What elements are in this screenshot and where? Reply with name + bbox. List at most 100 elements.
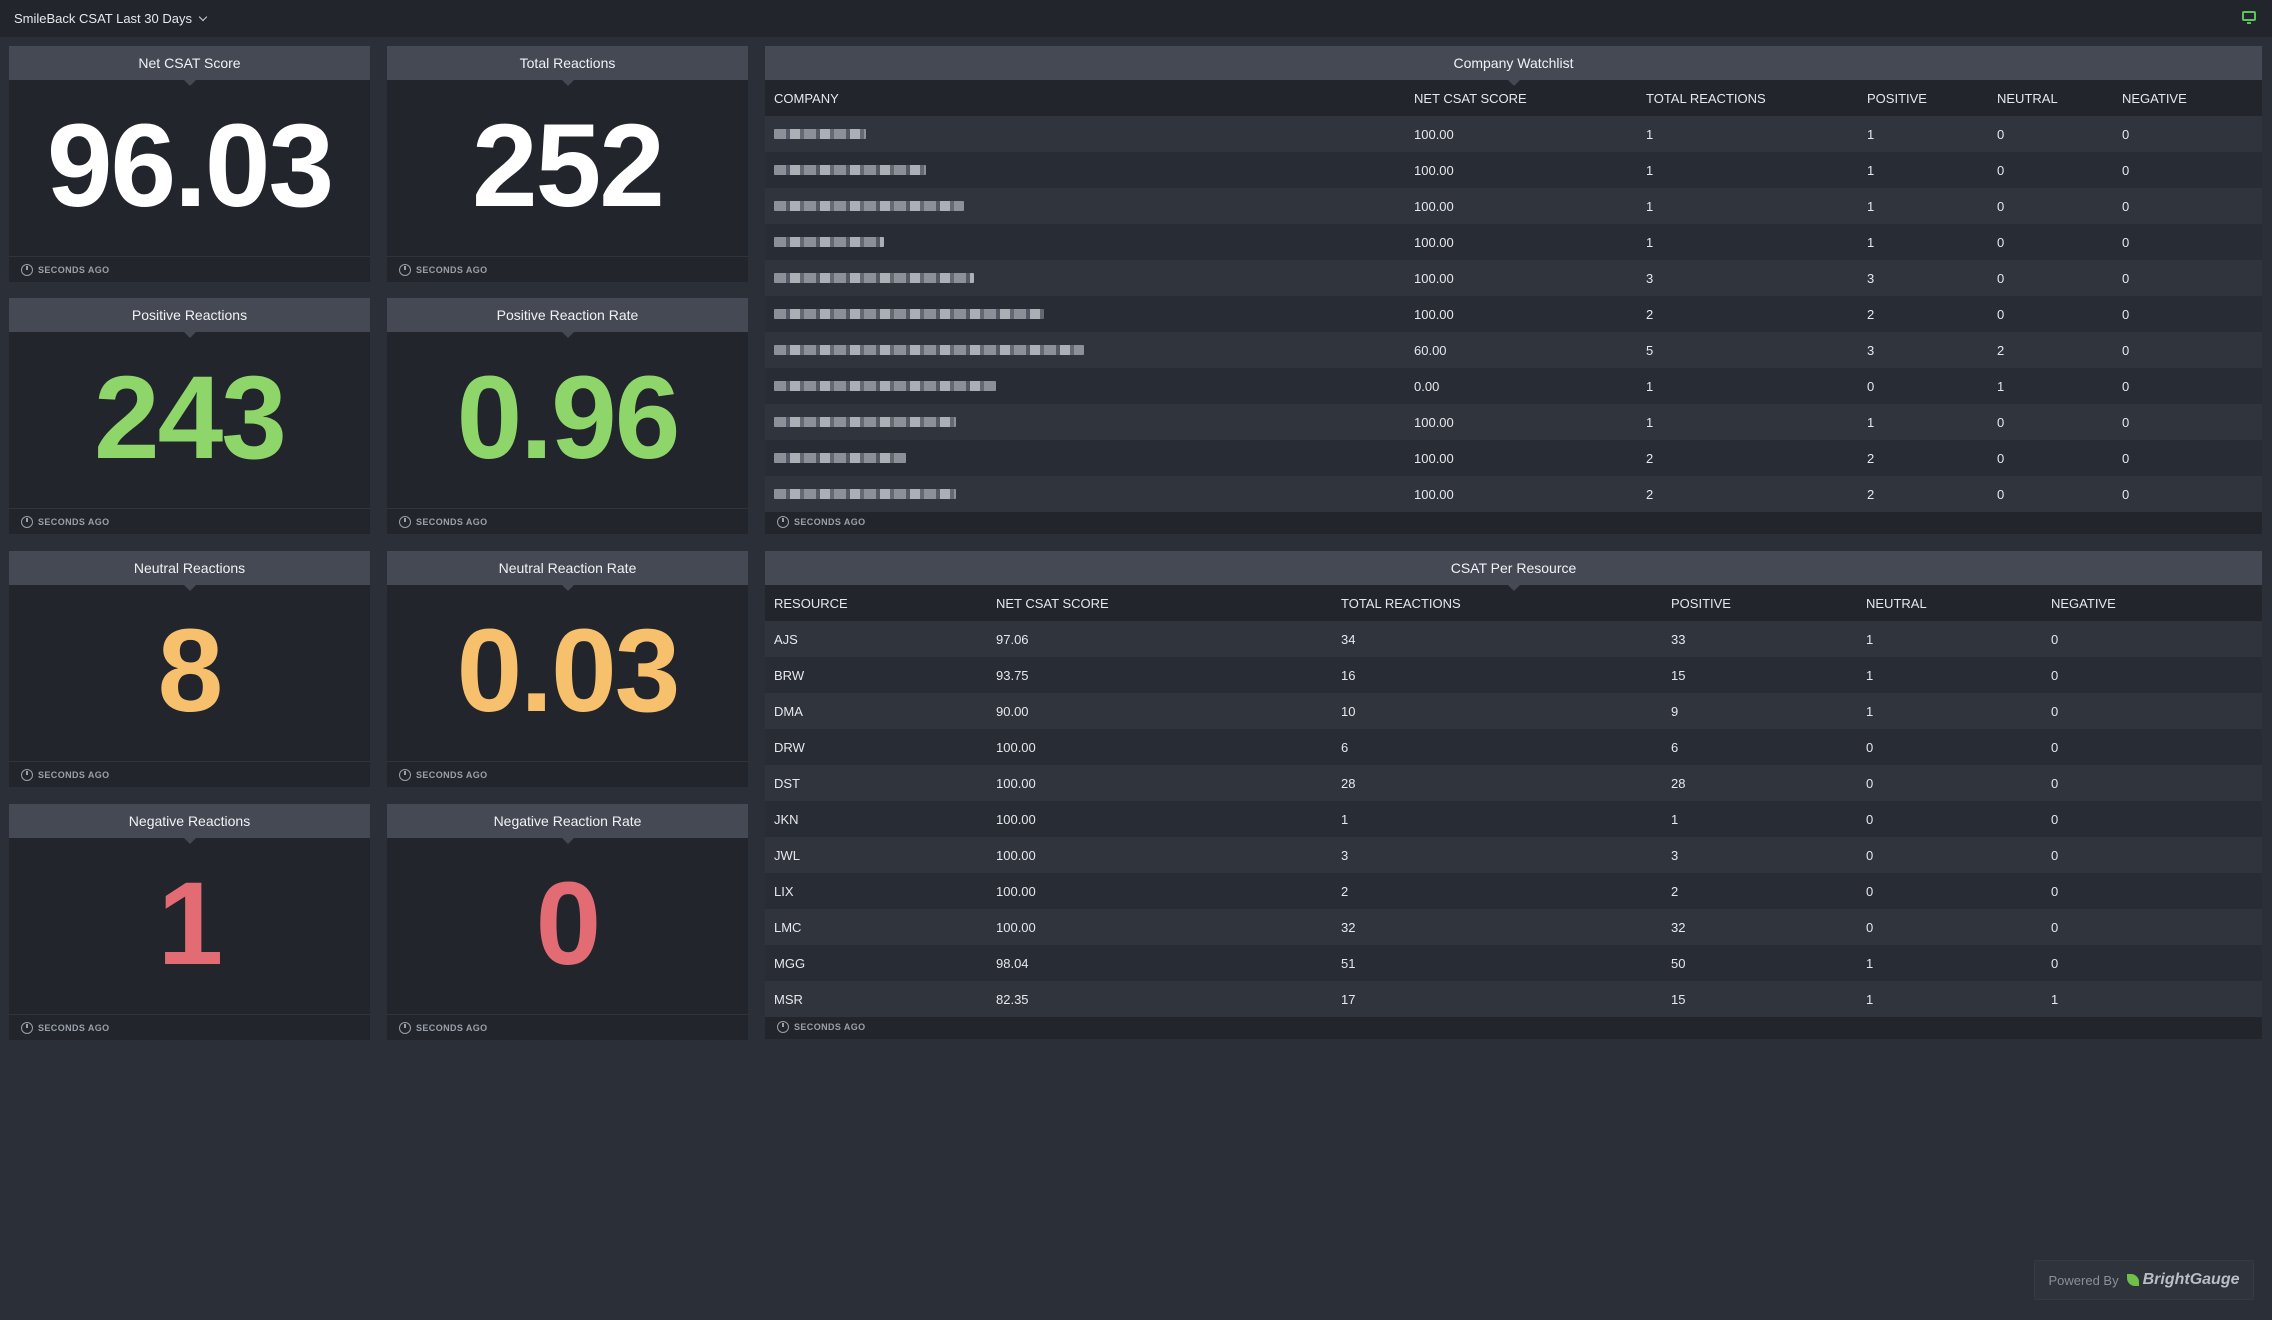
tile-title: Negative Reactions [9,804,370,844]
cell: 2 [1637,296,1858,332]
redacted-name [774,236,884,247]
cell: 6 [1332,729,1662,765]
cell: 0 [1857,729,2042,765]
cell: 1 [1858,188,1988,224]
col-header[interactable]: POSITIVE [1867,90,1927,106]
cell: 100.00 [1405,440,1637,476]
company-cell [765,296,1405,332]
tv-mode-icon[interactable] [2242,11,2256,24]
col-header[interactable]: NEUTRAL [1866,595,1927,611]
cell: 16 [1332,657,1662,693]
col-header[interactable]: TOTAL REACTIONS [1341,595,1461,611]
cell: 0 [2042,693,2262,729]
col-header[interactable]: COMPANY [774,90,839,106]
cell: 98.04 [987,945,1332,981]
cell: 1 [1637,188,1858,224]
company-cell [765,152,1405,188]
redacted-name [774,344,1084,355]
table-row: DST 100.00 28 28 0 0 [765,765,2262,801]
table-row: JKN 100.00 1 1 0 0 [765,801,2262,837]
cell: 0 [2042,909,2262,945]
widget-title: Company Watchlist [765,46,2262,86]
cell: 0 [1857,873,2042,909]
redacted-name [774,272,974,283]
updated-label: SECONDS AGO [38,1022,110,1033]
col-header[interactable]: POSITIVE [1671,595,1731,611]
cell: 1 [1662,801,1857,837]
cell: 0 [1988,440,2113,476]
cell: 100.00 [987,909,1332,945]
cell: 0 [1857,909,2042,945]
cell: 1 [1858,116,1988,152]
col-header[interactable]: NEGATIVE [2051,595,2116,611]
company-cell [765,260,1405,296]
cell: 50 [1662,945,1857,981]
redacted-name [774,128,866,139]
cell: 0 [2113,296,2262,332]
company-cell [765,116,1405,152]
redacted-name [774,164,926,175]
redacted-name [774,200,964,211]
cell: 32 [1662,909,1857,945]
updated-label: SECONDS AGO [38,264,110,275]
col-header[interactable]: NEGATIVE [2122,90,2187,106]
tile-title: Neutral Reaction Rate [387,551,748,591]
tile-positive-rate: Positive Reaction Rate 0.96 SECONDS AGO [387,298,748,534]
table-row: JWL 100.00 3 3 0 0 [765,837,2262,873]
cell: 51 [1332,945,1662,981]
cell: 0 [2113,188,2262,224]
dashboard-selector[interactable]: SmileBack CSAT Last 30 Days [14,11,208,26]
col-header[interactable]: NEUTRAL [1997,90,2058,106]
watchlist-table: COMPANY NET CSAT SCORE TOTAL REACTIONS P… [765,80,2262,512]
cell: 3 [1858,260,1988,296]
updated-label: SECONDS AGO [38,516,110,527]
redacted-name [774,380,996,391]
col-header[interactable]: NET CSAT SCORE [1414,90,1527,106]
tile-total-reactions: Total Reactions 252 SECONDS AGO [387,46,748,282]
resource-cell: DRW [765,729,987,765]
cell: 0 [2042,837,2262,873]
cell: 0 [2113,440,2262,476]
cell: 10 [1332,693,1662,729]
tile-title: Negative Reaction Rate [387,804,748,844]
tile-value: 243 [94,352,287,484]
powered-by-badge[interactable]: Powered By BrightGauge [2034,1260,2254,1300]
company-cell [765,368,1405,404]
cell: 0 [1858,368,1988,404]
col-header[interactable]: TOTAL REACTIONS [1646,90,1766,106]
clock-icon [399,515,411,528]
tile-negative-rate: Negative Reaction Rate 0 SECONDS AGO [387,804,748,1040]
cell: 0 [2042,801,2262,837]
redacted-name [774,452,906,463]
cell: 32 [1332,909,1662,945]
tile-title: Neutral Reactions [9,551,370,591]
redacted-name [774,488,956,499]
cell: 3 [1332,837,1662,873]
cell: 100.00 [1405,296,1637,332]
resource-cell: LMC [765,909,987,945]
cell: 1 [1858,404,1988,440]
tile-footer: SECONDS AGO [387,1014,748,1040]
cell: 1 [1857,693,2042,729]
clock-icon [777,1020,789,1033]
cell: 100.00 [1405,188,1637,224]
resource-cell: AJS [765,621,987,657]
table-row: 100.00 3 3 0 0 [765,260,2262,296]
col-header[interactable]: RESOURCE [774,595,848,611]
table-row: AJS 97.06 34 33 1 0 [765,621,2262,657]
cell: 0 [2042,657,2262,693]
tile-footer: SECONDS AGO [387,761,748,787]
cell: 0 [2113,224,2262,260]
cell: 82.35 [987,981,1332,1017]
cell: 1 [1637,116,1858,152]
col-header[interactable]: NET CSAT SCORE [996,595,1109,611]
resource-cell: LIX [765,873,987,909]
updated-label: SECONDS AGO [416,516,488,527]
cell: 2 [1858,296,1988,332]
table-row: LMC 100.00 32 32 0 0 [765,909,2262,945]
cell: 3 [1662,837,1857,873]
clock-icon [777,515,789,528]
table-row: 100.00 2 2 0 0 [765,296,2262,332]
resource-cell: DMA [765,693,987,729]
cell: 1 [2042,981,2262,1017]
